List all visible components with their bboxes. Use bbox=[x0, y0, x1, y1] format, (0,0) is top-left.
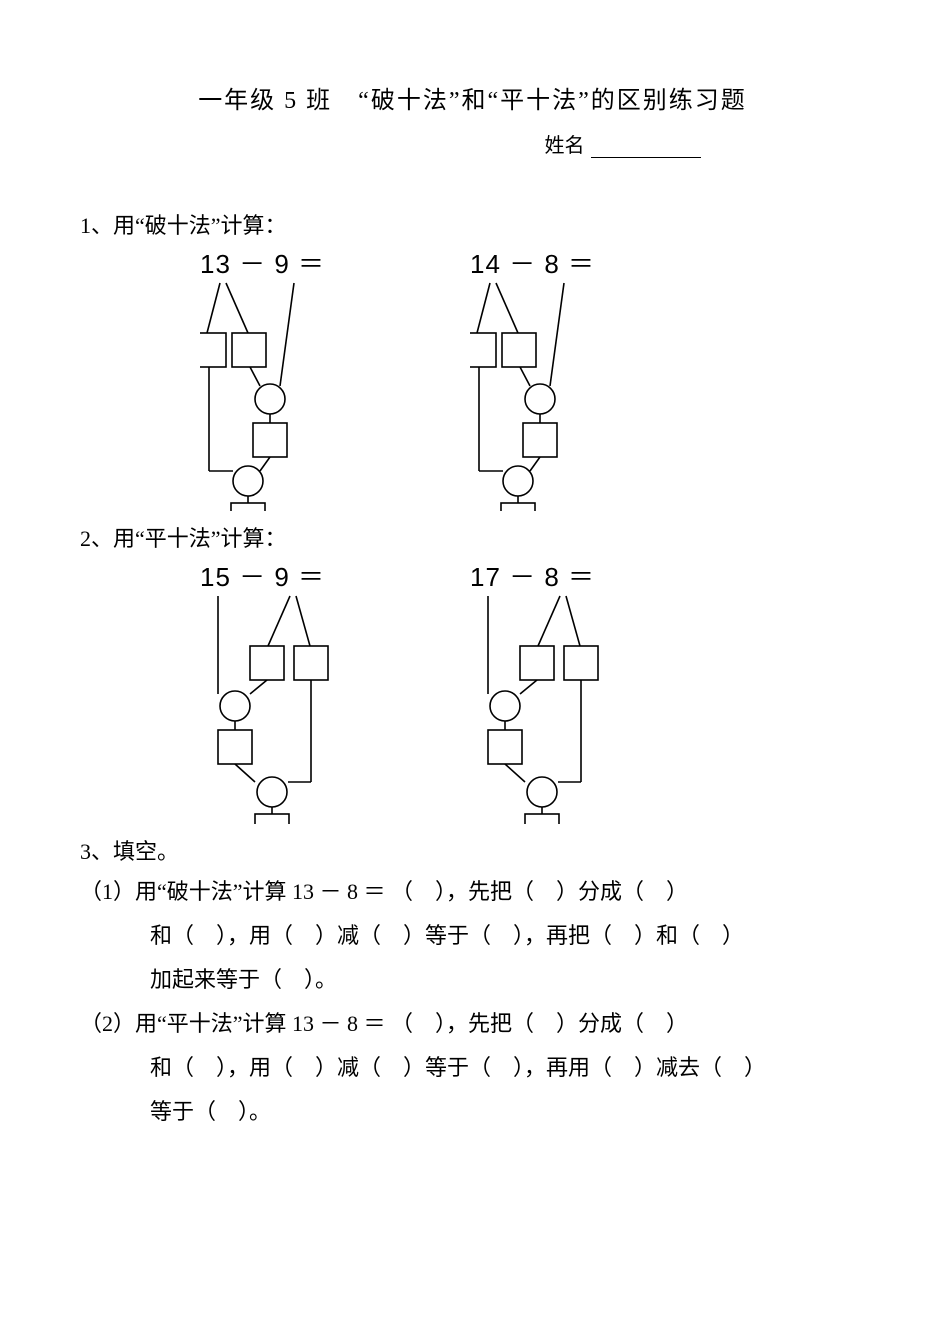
diagram-poshi-1b bbox=[470, 281, 690, 511]
name-line: 姓名 bbox=[380, 129, 865, 158]
q3-line3: 加起来等于（ ）。 bbox=[80, 958, 865, 1002]
q3-line2: 和（ ），用（ ）减（ ）等于（ ），再把（ ）和（ ） bbox=[80, 914, 865, 958]
section-1-label: 1、用“破十法”计算： bbox=[80, 208, 865, 240]
answer-box[interactable] bbox=[255, 814, 289, 824]
section-3-label: 3、填空。 bbox=[80, 834, 865, 866]
name-label: 姓名 bbox=[545, 135, 585, 157]
expr-2a: 15 － 9 ＝ bbox=[200, 557, 420, 594]
q3-line1: （1）用“破十法”计算 13 － 8 ＝ （ ），先把（ ）分成（ ） bbox=[80, 870, 865, 914]
expr-1b: 14 － 8 ＝ bbox=[470, 244, 690, 281]
diagram-pingshi-2b bbox=[470, 594, 690, 824]
page-title: 一年级 5 班 “破十法”和“平十法”的区别练习题 bbox=[80, 80, 865, 115]
question-3-body: （1）用“破十法”计算 13 － 8 ＝ （ ），先把（ ）分成（ ） 和（ ）… bbox=[80, 870, 865, 1134]
answer-box[interactable] bbox=[231, 503, 265, 511]
expr-2b: 17 － 8 ＝ bbox=[470, 557, 690, 594]
answer-box[interactable] bbox=[525, 814, 559, 824]
worksheet-page: 一年级 5 班 “破十法”和“平十法”的区别练习题 姓名 1、用“破十法”计算：… bbox=[0, 0, 945, 1337]
problem-1a: 13 － 9 ＝ bbox=[200, 244, 420, 511]
section-1-problems: 13 － 9 ＝ bbox=[200, 244, 865, 511]
expr-1a: 13 － 9 ＝ bbox=[200, 244, 420, 281]
section-2-label: 2、用“平十法”计算： bbox=[80, 521, 865, 553]
name-blank[interactable] bbox=[591, 157, 701, 158]
answer-box[interactable] bbox=[501, 503, 535, 511]
diagram-pingshi-2a bbox=[200, 594, 420, 824]
q3-line6: 等于（ ）。 bbox=[80, 1090, 865, 1134]
problem-2b: 17 － 8 ＝ bbox=[470, 557, 690, 824]
q3-line5: 和（ ），用（ ）减（ ）等于（ ），再用（ ）减去（ ） bbox=[80, 1046, 865, 1090]
problem-2a: 15 － 9 ＝ bbox=[200, 557, 420, 824]
problem-1b: 14 － 8 ＝ bbox=[470, 244, 690, 511]
section-2-problems: 15 － 9 ＝ bbox=[200, 557, 865, 824]
diagram-poshi-1a bbox=[200, 281, 420, 511]
q3-line4: （2）用“平十法”计算 13 － 8 ＝ （ ），先把（ ）分成（ ） bbox=[80, 1002, 865, 1046]
